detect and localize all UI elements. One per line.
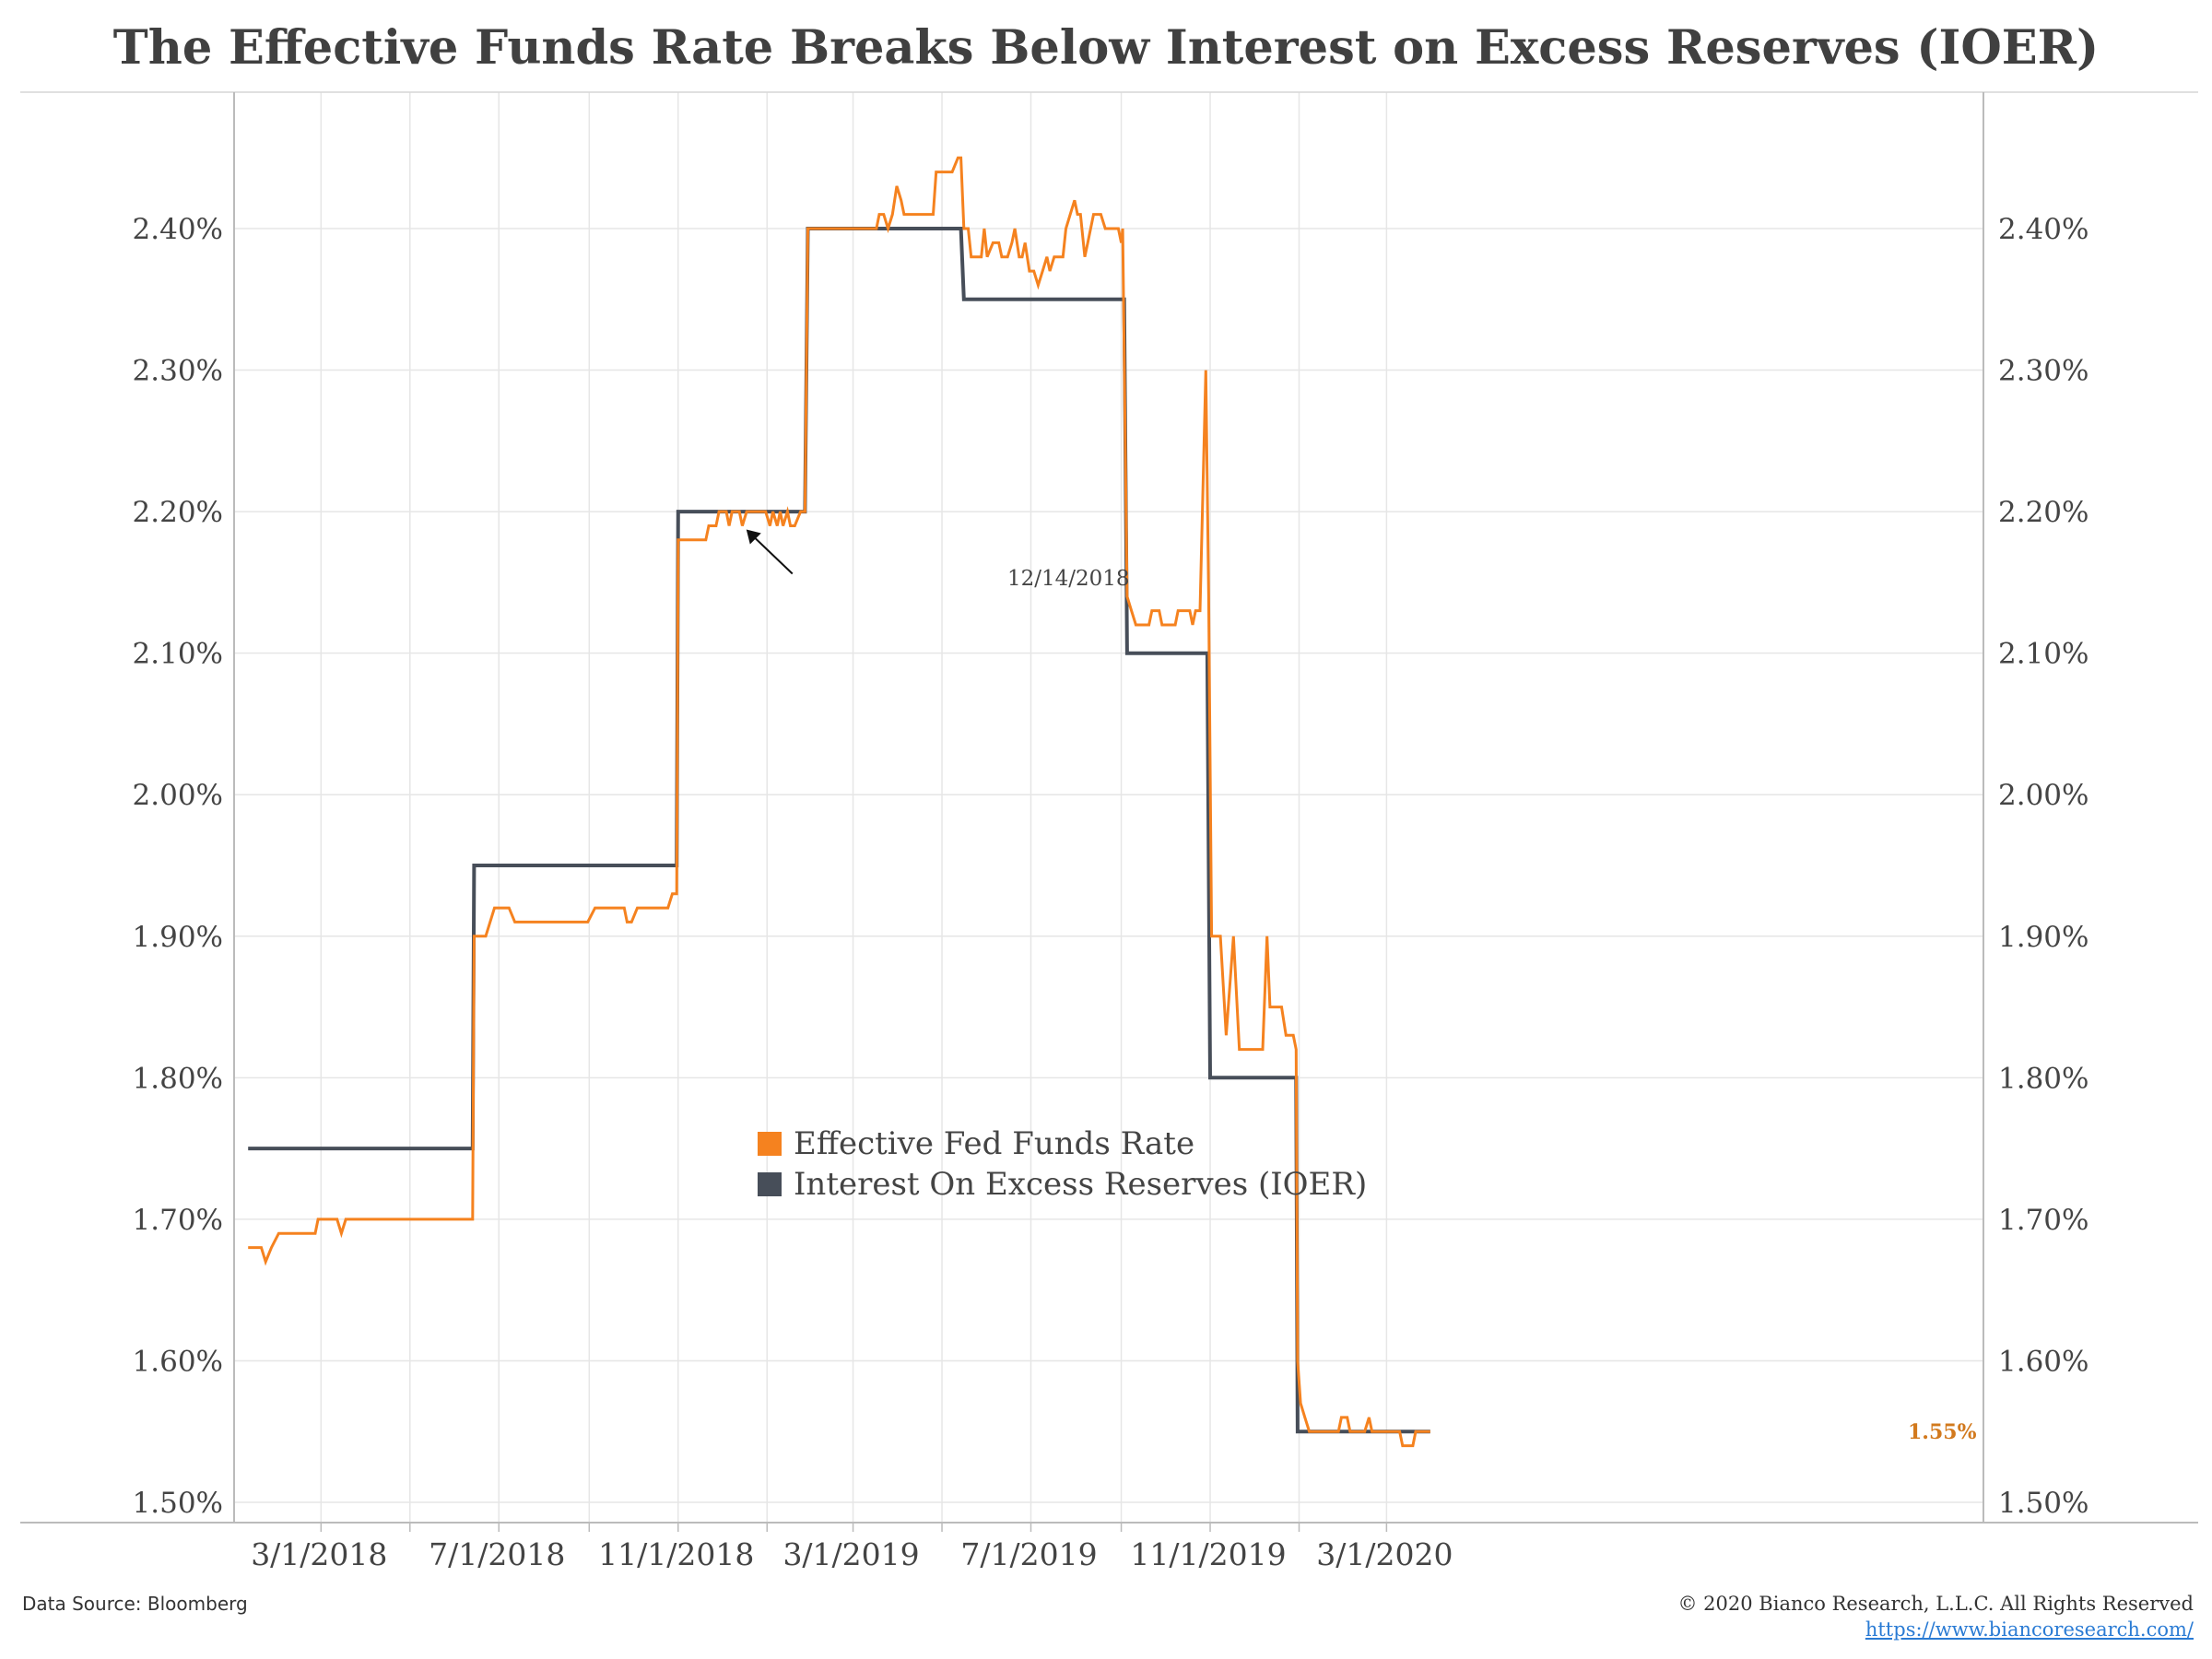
y-tick-label-left: 2.20%: [133, 496, 223, 529]
end-value-label: 1.55%: [1908, 1420, 1977, 1444]
copyright-notice: © 2020 Bianco Research, L.L.C. All Right…: [1677, 1593, 2194, 1615]
y-tick-label-left: 1.70%: [133, 1204, 223, 1237]
website-link[interactable]: https://www.biancoresearch.com/: [1865, 1618, 2194, 1641]
x-tick-label: 3/1/2019: [782, 1536, 919, 1572]
legend-label-ioer: Interest On Excess Reserves (IOER): [794, 1166, 1367, 1203]
x-tick-label: 7/1/2018: [429, 1536, 565, 1572]
y-tick-label-left: 1.50%: [133, 1487, 223, 1520]
y-tick-label-right: 2.20%: [1998, 496, 2088, 529]
axes: [20, 91, 2198, 1532]
chart-title: The Effective Funds Rate Breaks Below In…: [112, 20, 2100, 76]
legend-label-effr: Effective Fed Funds Rate: [794, 1125, 1194, 1162]
y-tick-label-right: 1.80%: [1998, 1062, 2088, 1095]
annotations: 12/14/2018 1.55%: [746, 529, 1977, 1444]
ioer-line: [248, 227, 1430, 1434]
y-tick-label-right: 2.10%: [1998, 638, 2088, 671]
y-tick-label-left: 2.00%: [133, 779, 223, 812]
legend-swatch-effr: [758, 1132, 782, 1156]
legend: Effective Fed Funds Rate Interest On Exce…: [758, 1125, 1367, 1203]
y-tick-label-right: 1.50%: [1998, 1487, 2088, 1520]
y-tick-label-left: 1.60%: [133, 1345, 223, 1378]
y-tick-label-left: 2.40%: [133, 213, 223, 246]
y-tick-label-right: 1.90%: [1998, 921, 2088, 954]
x-axis-labels: 3/1/2018 7/1/2018 11/1/2018 3/1/2019 7/1/201…: [251, 1536, 1453, 1572]
x-tick-label: 3/1/2020: [1316, 1536, 1453, 1572]
series-lines: [248, 156, 1430, 1448]
x-tick-label: 7/1/2019: [960, 1536, 1097, 1572]
y-tick-label-right: 1.70%: [1998, 1204, 2088, 1237]
y-tick-label-left: 2.10%: [133, 638, 223, 671]
x-tick-label: 11/1/2018: [598, 1536, 754, 1572]
legend-swatch-ioer: [758, 1172, 782, 1196]
annotation-label: 12/14/2018: [1007, 567, 1130, 591]
y-tick-label-right: 2.00%: [1998, 779, 2088, 812]
data-source: Data Source: Bloomberg: [22, 1593, 248, 1615]
annotation-arrowhead: [746, 529, 761, 545]
effr-line: [248, 156, 1430, 1448]
y-axis-right-labels: 1.50% 1.60% 1.70% 1.80% 1.90% 2.00% 2.10% 2.20%…: [1998, 213, 2088, 1520]
y-tick-label-left: 1.90%: [133, 921, 223, 954]
x-tick-label: 3/1/2018: [251, 1536, 387, 1572]
annotation-arrow-line: [751, 534, 794, 575]
y-tick-label-right: 2.30%: [1998, 355, 2088, 388]
grid-lines: [234, 92, 1983, 1523]
y-tick-label-left: 2.30%: [133, 355, 223, 388]
y-axis-left-labels: 1.50% 1.60% 1.70% 1.80% 1.90% 2.00% 2.10% 2.20%…: [133, 213, 223, 1520]
y-tick-label-right: 2.40%: [1998, 213, 2088, 246]
x-tick-label: 11/1/2019: [1130, 1536, 1286, 1572]
y-tick-label-left: 1.80%: [133, 1062, 223, 1095]
y-tick-label-right: 1.60%: [1998, 1345, 2088, 1378]
